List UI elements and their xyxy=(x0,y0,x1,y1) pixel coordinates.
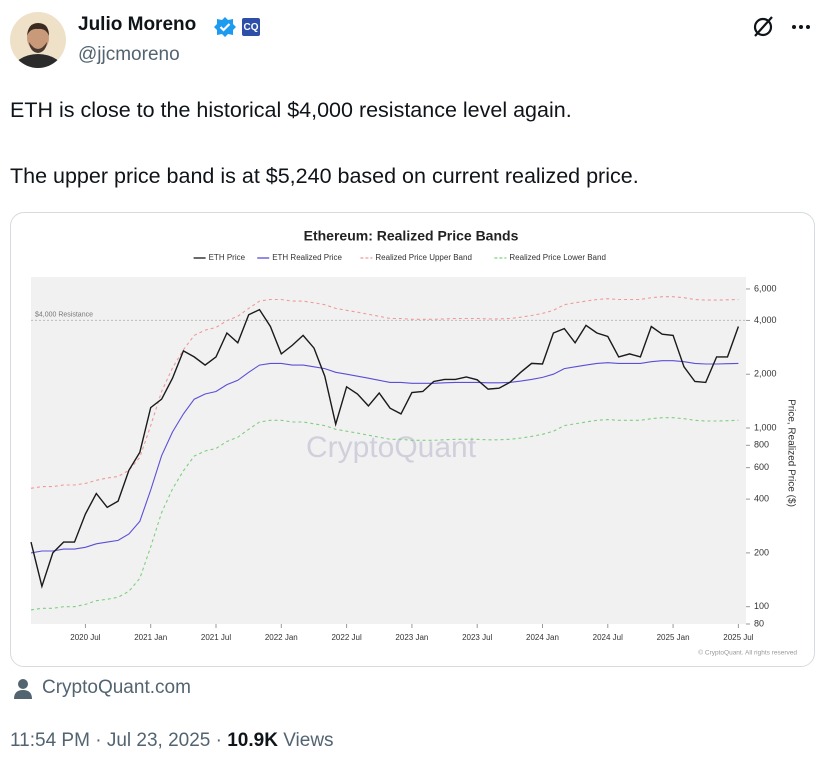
time[interactable]: 11:54 PM xyxy=(10,730,90,751)
y-axis-label: Price, Realized Price ($) xyxy=(785,399,796,507)
series-line xyxy=(30,360,739,554)
x-tick-label: 2024 Jul xyxy=(593,633,623,642)
x-tick-label: 2025 Jul xyxy=(723,633,753,642)
x-tick-label: 2021 Jul xyxy=(201,633,231,642)
y-tick-label: 4,000 xyxy=(754,315,777,325)
copyright: © CryptoQuant. All rights reserved xyxy=(698,649,797,657)
y-tick-label: 80 xyxy=(754,618,764,628)
y-tick-label: 2,000 xyxy=(754,369,777,379)
y-tick-label: 400 xyxy=(754,493,769,503)
series-line xyxy=(30,417,739,611)
source-link[interactable]: CryptoQuant.com xyxy=(42,677,191,698)
watermark: CryptoQuant xyxy=(306,431,477,464)
author-name[interactable]: Julio Moreno xyxy=(78,14,197,35)
author-handle[interactable]: @jjcmoreno xyxy=(78,44,180,65)
x-tick-label: 2023 Jul xyxy=(462,633,492,642)
views-label: Views xyxy=(283,730,334,751)
series-line xyxy=(30,296,739,489)
badges: CQ xyxy=(214,17,260,37)
y-tick-label: 6,000 xyxy=(754,283,777,293)
tweet-actions[interactable] xyxy=(752,14,818,40)
y-tick-label: 600 xyxy=(754,462,769,472)
svg-text:CQ: CQ xyxy=(244,22,259,33)
plot-background xyxy=(31,277,746,624)
x-tick-label: 2022 Jan xyxy=(265,633,298,642)
x-tick-label: 2020 Jul xyxy=(70,633,100,642)
date[interactable]: Jul 23, 2025 xyxy=(106,730,211,751)
legend-label: Realized Price Upper Band xyxy=(375,253,472,262)
x-tick-label: 2025 Jan xyxy=(657,633,690,642)
tweet-text: ETH is close to the historical $4,000 re… xyxy=(10,98,572,122)
y-tick-label: 100 xyxy=(754,601,769,611)
tweet-footer: 11:54 PM · Jul 23, 2025 · 10.9K Views xyxy=(10,730,334,751)
chart-title: Ethereum: Realized Price Bands xyxy=(304,228,519,244)
avatar[interactable] xyxy=(10,12,66,68)
link-icon xyxy=(14,679,32,699)
x-tick-label: 2021 Jan xyxy=(134,633,167,642)
chart-card[interactable]: Ethereum: Realized Price Bands CryptoQua… xyxy=(10,212,815,667)
y-tick-label: 800 xyxy=(754,440,769,450)
legend-label: ETH Price xyxy=(209,253,246,262)
x-tick-label: 2023 Jan xyxy=(395,633,428,642)
tweet-text: The upper price band is at $5,240 based … xyxy=(10,164,639,188)
x-tick-label: 2022 Jul xyxy=(331,633,361,642)
series-line xyxy=(30,308,740,589)
legend-label: ETH Realized Price xyxy=(272,253,342,262)
y-tick-label: 1,000 xyxy=(754,422,777,432)
annotation: $4,000 Resistance xyxy=(35,311,93,318)
legend-label: Realized Price Lower Band xyxy=(509,253,606,262)
y-tick-label: 200 xyxy=(754,547,769,557)
chart: Ethereum: Realized Price Bands CryptoQua… xyxy=(30,228,797,657)
views-count: 10.9K xyxy=(227,730,278,751)
x-tick-label: 2024 Jan xyxy=(526,633,559,642)
